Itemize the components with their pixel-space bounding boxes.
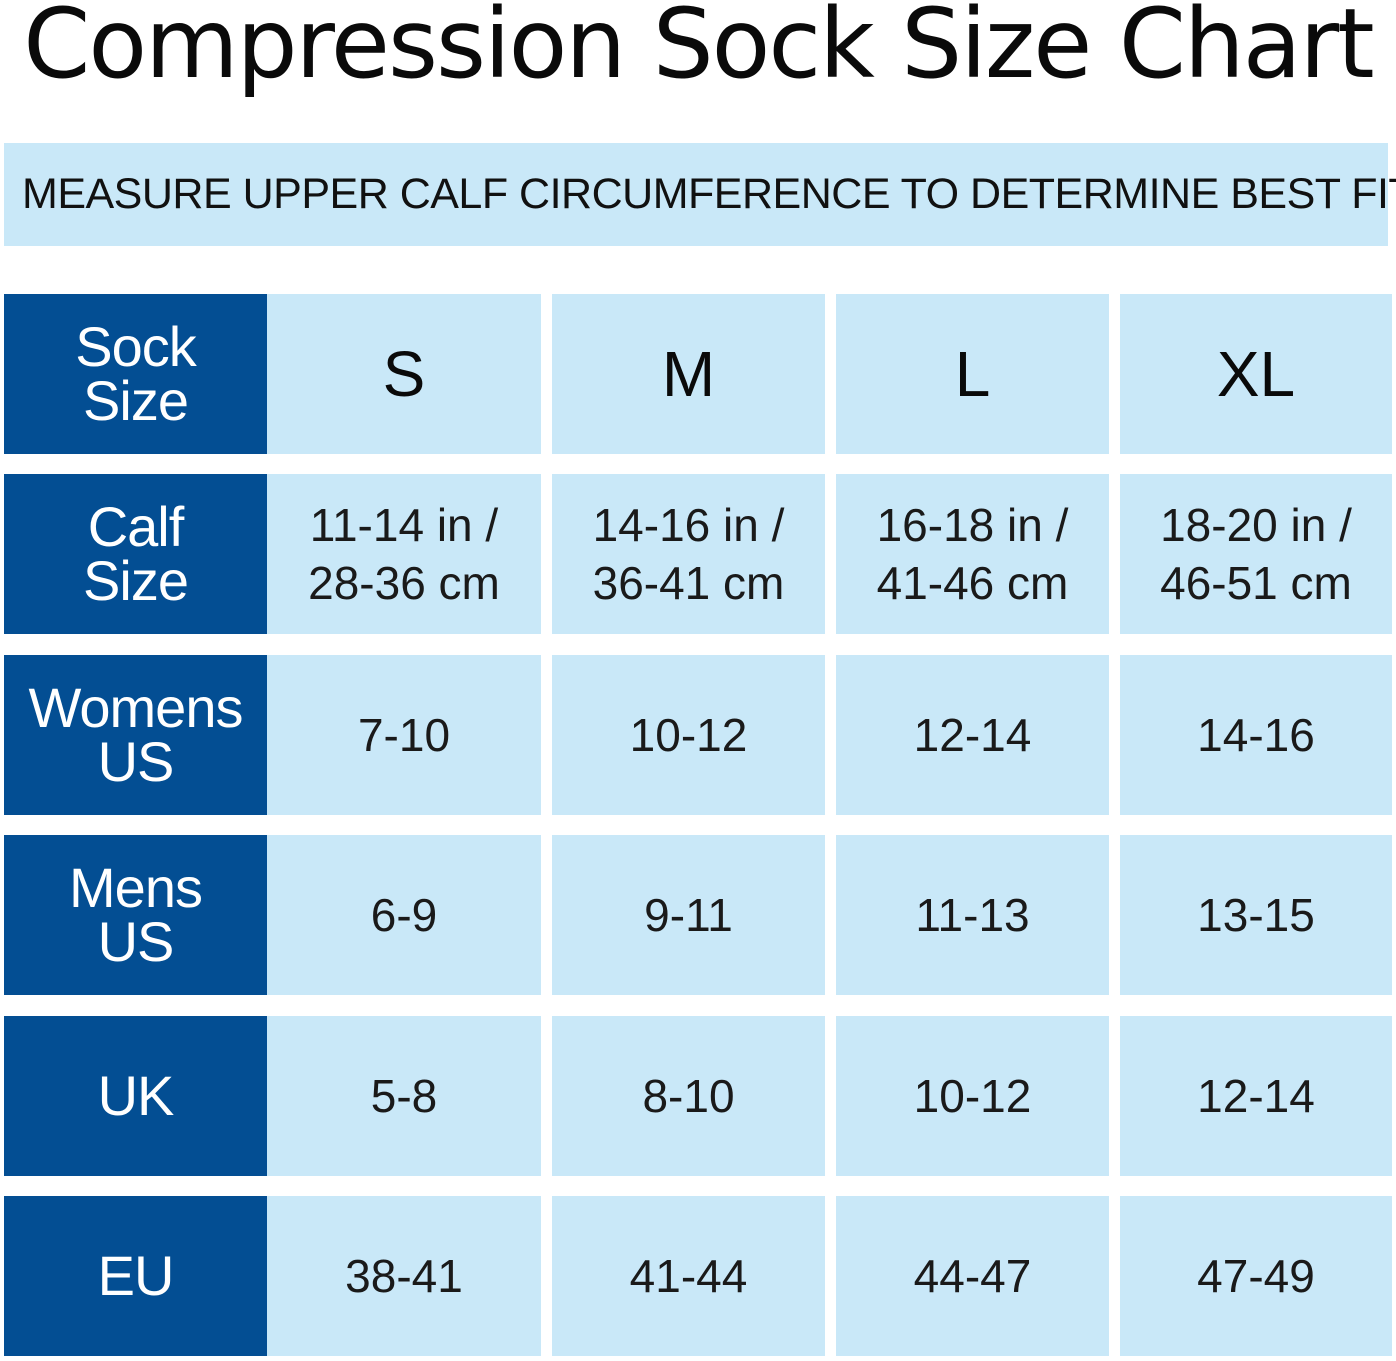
table-cell-womens-us-l: 12-14: [836, 655, 1109, 815]
cell-value: 14-16: [1197, 709, 1315, 761]
cell-value: 18-20 in /: [1160, 499, 1352, 551]
cell-value: 36-41 cm: [592, 557, 785, 609]
table-cell-mens-us-l: 11-13: [836, 835, 1109, 995]
row-label-line: Size: [83, 549, 189, 612]
table-cell-mens-us-m: 9-11: [552, 835, 825, 995]
row-label-calf-size: Calf Size: [4, 474, 267, 634]
cell-value: S: [382, 338, 426, 410]
table-cell-uk-xl: 12-14: [1120, 1016, 1392, 1176]
cell-value: 11-13: [915, 889, 1030, 941]
cell-value: 5-8: [370, 1070, 438, 1122]
row-label-uk: UK: [4, 1016, 267, 1176]
size-table: Sock Size S M L XL Calf Size 11-14 in /28-36 cm 1…: [4, 294, 1392, 1356]
row-label-line: Mens: [69, 856, 203, 919]
table-cell-womens-us-xl: 14-16: [1120, 655, 1392, 815]
cell-value: 10-12: [629, 709, 748, 761]
table-cell-womens-us-m: 10-12: [552, 655, 825, 815]
table-cell-eu-xl: 47-49: [1120, 1196, 1392, 1356]
cell-value: M: [661, 338, 716, 410]
table-cell-sock-size-xl: XL: [1120, 294, 1392, 454]
cell-value: 28-36 cm: [308, 557, 500, 609]
table-cell-uk-m: 8-10: [552, 1016, 825, 1176]
cell-value: 12-14: [913, 709, 1032, 761]
cell-value: XL: [1216, 338, 1296, 410]
row-label-line: Sock: [75, 315, 196, 378]
row-label-line: UK: [97, 1064, 175, 1127]
cell-value: 41-44: [629, 1250, 748, 1302]
table-cell-uk-l: 10-12: [836, 1016, 1109, 1176]
cell-value: 7-10: [357, 709, 451, 761]
cell-value: 41-46 cm: [876, 557, 1069, 609]
table-cell-calf-size-m: 14-16 in / 36-41 cm: [552, 474, 825, 634]
instruction-banner: MEASURE UPPER CALF CIRCUMFERENCE TO DETE…: [4, 143, 1396, 246]
cell-value: 9-11: [644, 889, 733, 941]
table-cell-calf-size-xl: 18-20 in / 46-51 cm: [1120, 474, 1392, 634]
row-label-line: US: [97, 730, 175, 793]
table-cell-womens-us-s: 7-10: [267, 655, 541, 815]
table-cell-sock-size-m: M: [552, 294, 825, 454]
row-label-sock-size: Sock Size: [4, 294, 267, 454]
row-label-line: US: [97, 910, 175, 973]
cell-value: 16-18 in /: [876, 499, 1069, 551]
table-cell-eu-s: 38-41: [267, 1196, 541, 1356]
cell-value: 46-51 cm: [1160, 557, 1352, 609]
row-label-line: Size: [83, 369, 189, 432]
table-cell-calf-size-s: 11-14 in / 28-36 cm: [267, 474, 541, 634]
cell-value: 12-14: [1197, 1070, 1315, 1122]
row-label-womens-us: Womens US: [4, 655, 267, 815]
cell-value: 8-10: [642, 1070, 735, 1122]
cell-value: 11-14 in /: [309, 499, 499, 551]
cell-value: 13-15: [1197, 889, 1315, 941]
cell-value: 6-9: [370, 889, 438, 941]
table-cell-eu-m: 41-44: [552, 1196, 825, 1356]
cell-value: 44-47: [913, 1250, 1032, 1302]
row-label-line: Womens: [28, 676, 244, 739]
table-cell-mens-us-xl: 13-15: [1120, 835, 1392, 995]
row-label-line: EU: [97, 1244, 175, 1307]
cell-value: 14-16 in /: [592, 499, 785, 551]
cell-value: 47-49: [1197, 1250, 1315, 1302]
page-title: Compression Sock Size Chart: [23, 0, 1374, 100]
table-cell-calf-size-l: 16-18 in / 41-46 cm: [836, 474, 1109, 634]
table-cell-uk-s: 5-8: [267, 1016, 541, 1176]
cell-value: 10-12: [913, 1070, 1032, 1122]
table-cell-sock-size-l: L: [836, 294, 1109, 454]
table-cell-mens-us-s: 6-9: [267, 835, 541, 995]
cell-value: 38-41: [345, 1250, 463, 1302]
row-label-mens-us: Mens US: [4, 835, 267, 995]
table-cell-sock-size-s: S: [267, 294, 541, 454]
table-cell-eu-l: 44-47: [836, 1196, 1109, 1356]
cell-value: L: [954, 338, 991, 410]
row-label-line: Calf: [87, 495, 185, 558]
instruction-text: MEASURE UPPER CALF CIRCUMFERENCE TO DETE…: [22, 170, 1396, 218]
row-label-eu: EU: [4, 1196, 267, 1356]
